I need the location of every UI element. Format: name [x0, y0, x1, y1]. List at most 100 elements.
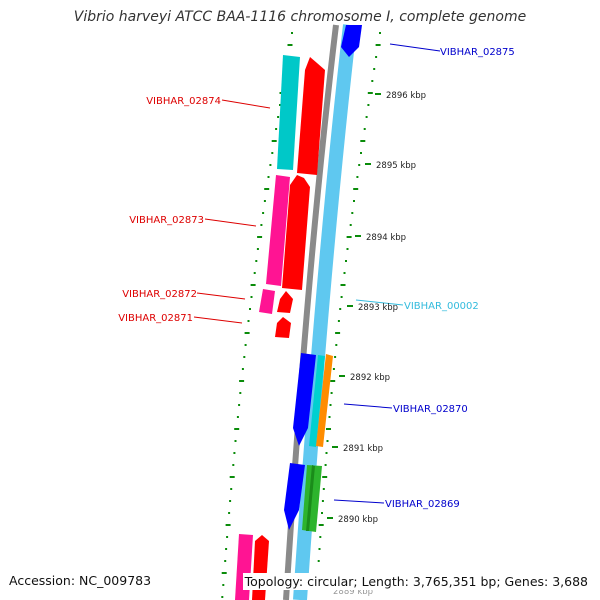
gc-dot-outer — [326, 428, 331, 430]
gc-dot-outer — [317, 560, 320, 562]
gc-dot-outer — [334, 356, 337, 358]
gc-dot-inner — [225, 524, 231, 526]
gc-dot-outer — [375, 56, 378, 58]
tick-label-2895: 2895 kbp — [376, 161, 416, 171]
feature-magenta-bottom — [235, 534, 253, 600]
gc-dot-inner — [222, 584, 225, 586]
gc-dot-inner — [225, 548, 228, 550]
gc-dot-outer — [345, 260, 347, 262]
gc-dot-outer — [379, 32, 381, 34]
gc-dot-inner — [271, 152, 274, 154]
gc-dot-inner — [271, 140, 277, 142]
gc-dot-outer — [365, 116, 368, 118]
leader-00002 — [355, 299, 404, 306]
gc-dot-outer — [322, 476, 328, 478]
gc-dot-inner — [291, 32, 293, 34]
gc-dot-outer — [346, 236, 352, 238]
gc-dot-outer — [358, 164, 361, 166]
gc-dot-outer — [329, 404, 332, 406]
map-title: Vibrio harveyi ATCC BAA-1116 chromosome … — [73, 9, 527, 25]
gene-label-02869[interactable]: VIBHAR_02869 — [385, 499, 460, 510]
gene-bottom — [252, 535, 269, 600]
gc-dot-inner — [247, 320, 250, 322]
feature-orange-02870 — [316, 354, 333, 447]
gc-dot-outer — [321, 512, 323, 514]
gc-dot-outer — [367, 92, 373, 94]
leader-02870 — [343, 403, 393, 409]
gc-dot-inner — [224, 560, 227, 562]
gc-dot-inner — [256, 248, 259, 250]
gc-dot-outer — [340, 284, 346, 286]
gc-dot-inner — [234, 440, 237, 442]
gc-dot-inner — [232, 464, 235, 466]
gc-dot-outer — [367, 104, 370, 106]
gc-dot-outer — [353, 200, 355, 202]
gene-02870 — [293, 353, 316, 446]
gc-dot-inner — [221, 572, 227, 574]
gc-dot-inner — [277, 116, 280, 118]
leader-02869 — [333, 499, 385, 504]
gc-dot-outer — [340, 296, 343, 298]
gene-label-02872[interactable]: VIBHAR_02872 — [122, 289, 197, 300]
gene-label-00002[interactable]: VIBHAR_00002 — [404, 301, 479, 312]
gc-dot-inner — [260, 224, 263, 226]
gc-dot-inner — [239, 380, 245, 382]
gc-dot-outer — [360, 152, 362, 154]
gene-label-02873[interactable]: VIBHAR_02873 — [129, 215, 204, 226]
gc-dot-outer — [326, 440, 329, 442]
leader-02875 — [389, 43, 441, 52]
gc-dot-inner — [249, 308, 251, 310]
gc-dot-inner — [239, 392, 242, 394]
gc-dot-inner — [263, 200, 266, 202]
gc-dot-inner — [279, 104, 281, 106]
gc-dot-inner — [230, 488, 233, 490]
gc-dot-outer — [330, 392, 333, 394]
gc-dot-outer — [335, 332, 341, 334]
gc-dot-outer — [349, 224, 352, 226]
gc-dot-inner — [275, 128, 278, 130]
accession-label: Accession: NC_009783 — [9, 573, 152, 588]
tick-label-2889: 2889 kbp — [333, 587, 373, 597]
gc-dot-outer — [360, 140, 366, 142]
gc-dot-outer — [335, 344, 338, 346]
feature-cyan-02874 — [277, 55, 300, 170]
feature-magenta-02872 — [259, 289, 275, 314]
gene-02874 — [297, 57, 325, 175]
gc-dot-inner — [257, 236, 263, 238]
gene-02872 — [277, 291, 293, 313]
tick-label-2896: 2896 kbp — [386, 91, 426, 101]
gc-dot-outer — [325, 452, 328, 454]
gc-dot-outer — [328, 416, 331, 418]
gene-02873 — [282, 175, 310, 290]
gene-02869 — [284, 463, 305, 530]
gc-dot-inner — [233, 452, 236, 454]
gc-dot-inner — [229, 500, 232, 502]
gc-dot-outer — [319, 536, 322, 538]
gene-label-02874[interactable]: VIBHAR_02874 — [146, 96, 221, 107]
gc-dot-outer — [343, 272, 346, 274]
leader-02873 — [204, 218, 257, 227]
gc-dot-outer — [321, 500, 324, 502]
gene-label-02870[interactable]: VIBHAR_02870 — [393, 404, 468, 415]
gc-dot-outer — [318, 524, 324, 526]
gc-dot-outer — [322, 488, 325, 490]
leader-02871 — [193, 316, 243, 324]
gc-dot-outer — [351, 212, 354, 214]
gene-label-02875[interactable]: VIBHAR_02875 — [440, 47, 515, 58]
tick-label-2893: 2893 kbp — [358, 303, 398, 313]
gc-dot-outer — [371, 80, 374, 82]
gc-dot-outer — [353, 188, 359, 190]
gc-dot-outer — [337, 320, 340, 322]
gc-dot-inner — [226, 536, 229, 538]
gc-dot-outer — [332, 368, 335, 370]
tick-label-2890: 2890 kbp — [338, 515, 378, 525]
gc-dot-outer — [324, 464, 327, 466]
gene-label-02871[interactable]: VIBHAR_02871 — [118, 313, 193, 324]
gc-dot-inner — [244, 332, 250, 334]
gc-dot-inner — [267, 176, 270, 178]
tick-label-2894: 2894 kbp — [366, 233, 406, 243]
gc-dot-inner — [234, 428, 240, 430]
gc-dot-outer — [346, 248, 349, 250]
gc-dot-inner — [236, 416, 239, 418]
